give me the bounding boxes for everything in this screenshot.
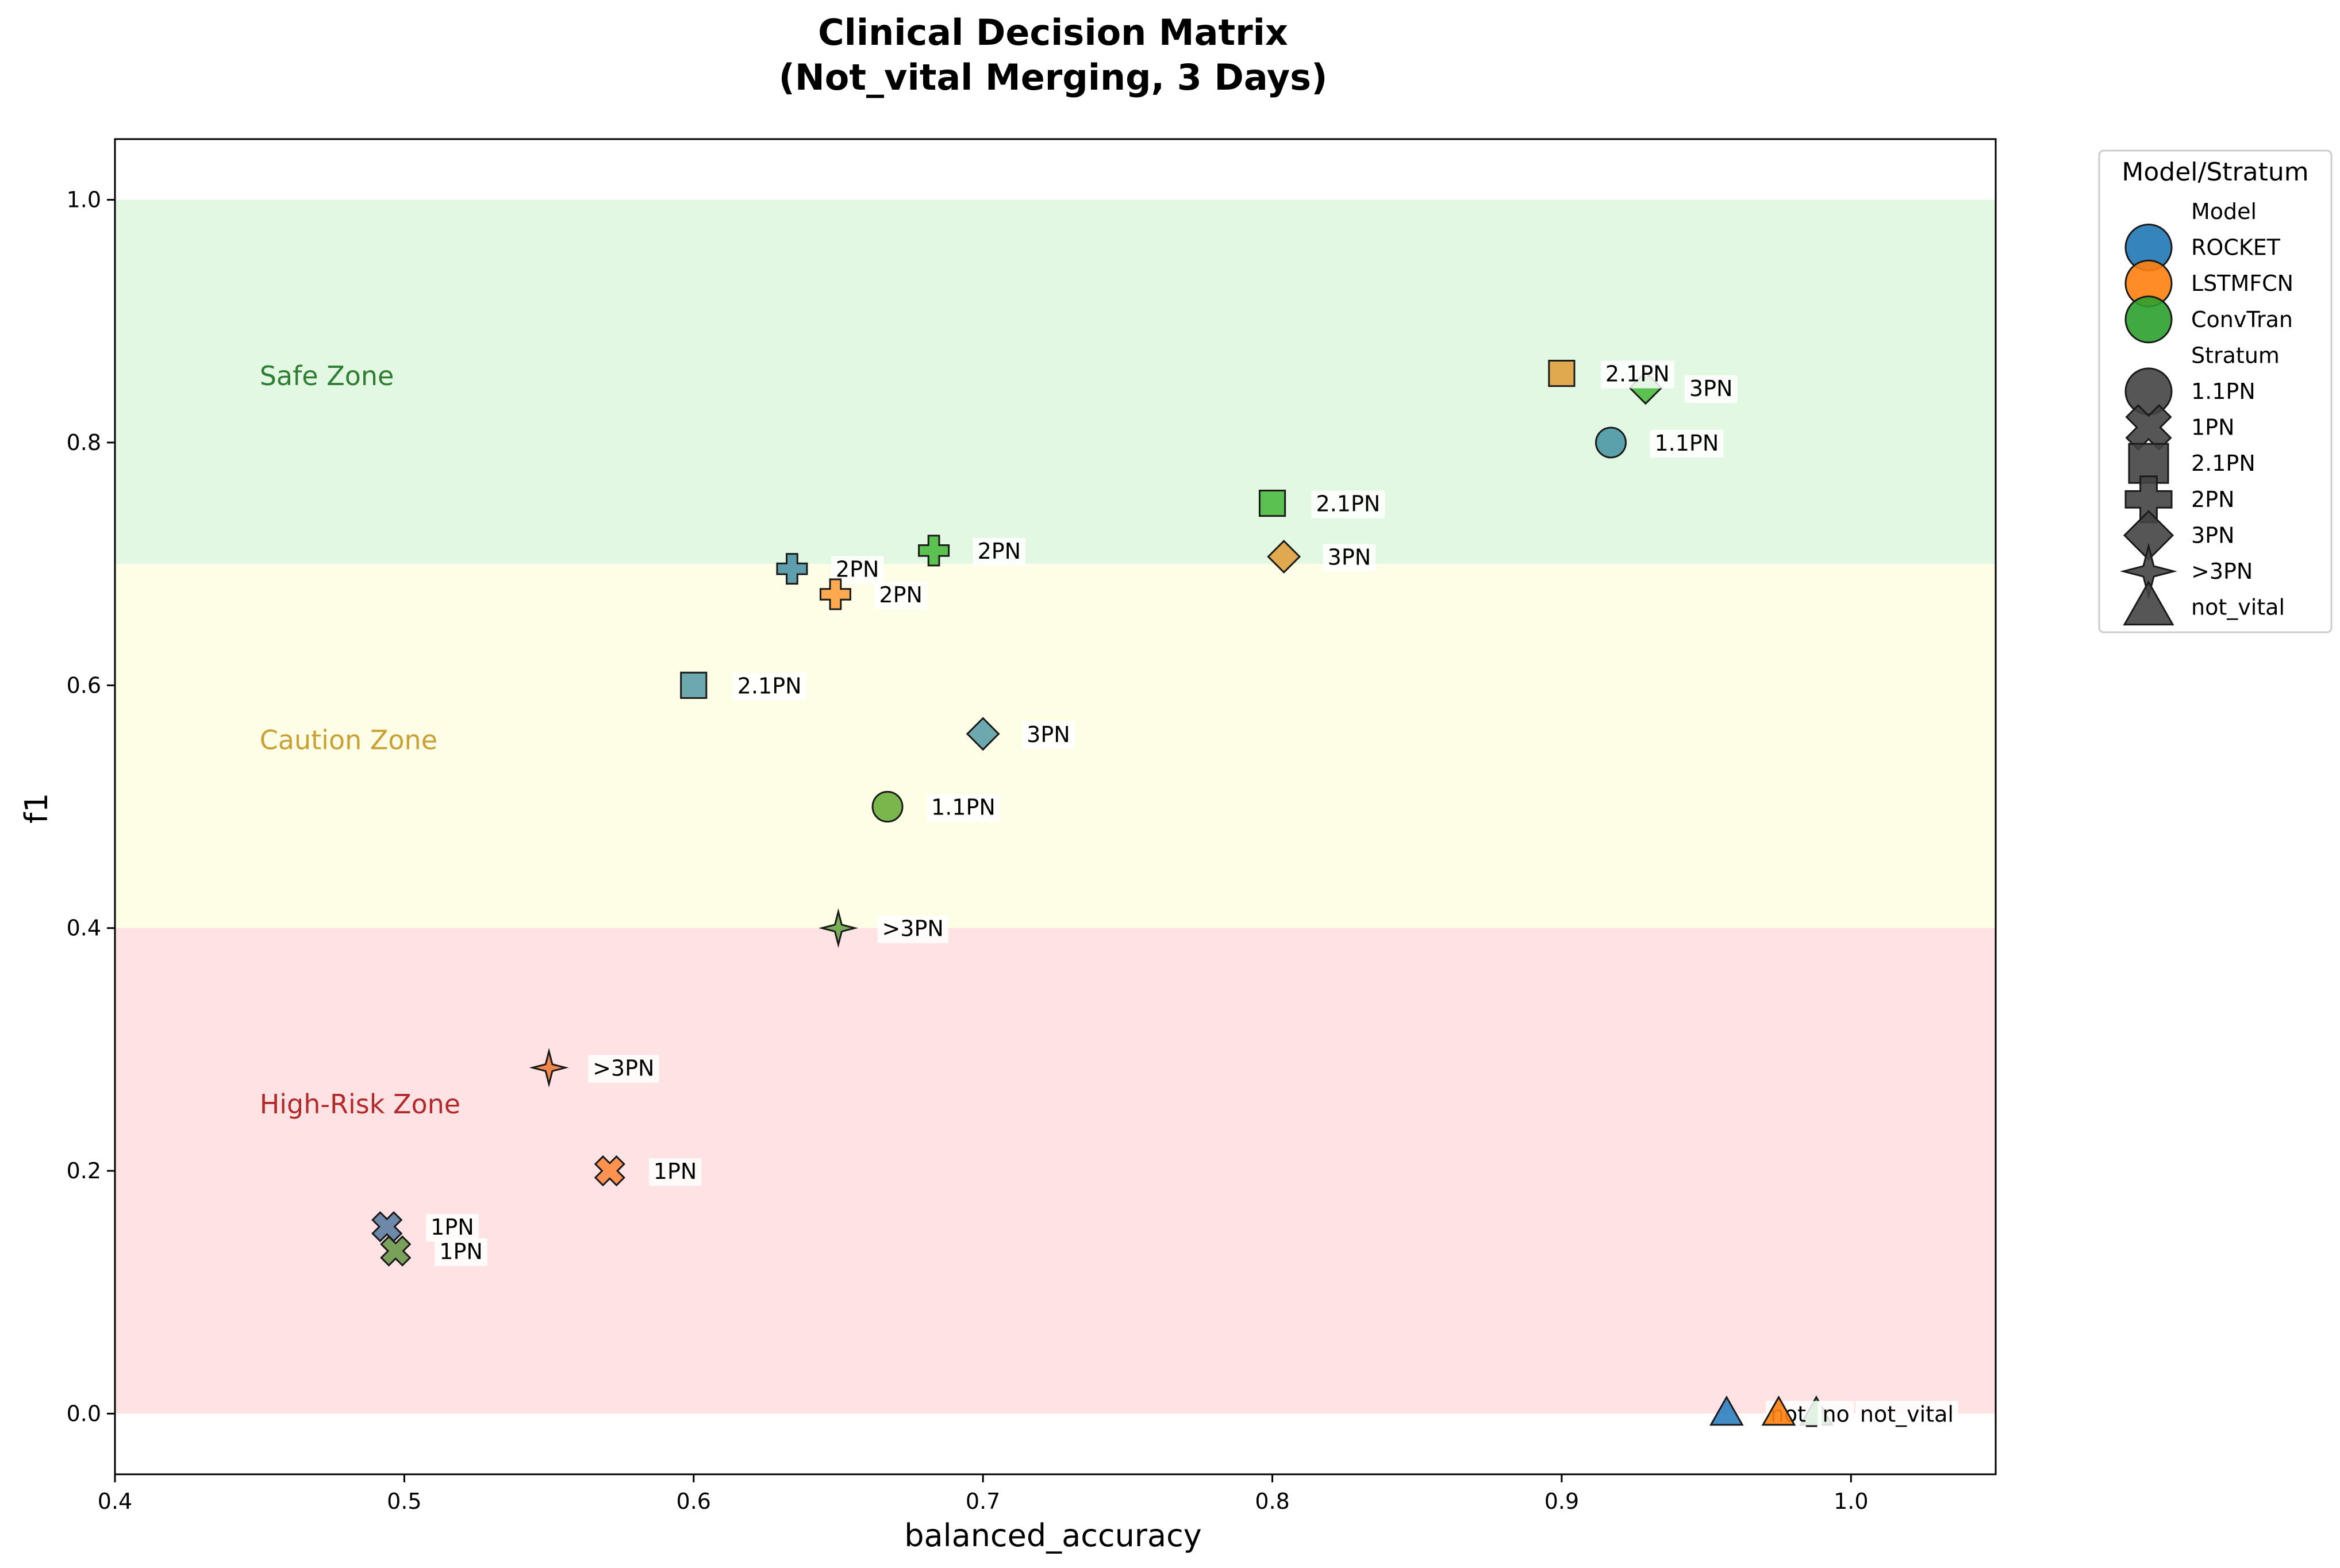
point-label-background <box>435 1238 487 1266</box>
x-axis-label: balanced_accuracy <box>904 1517 1202 1554</box>
legend-entry-label: LSTMFCN <box>2191 271 2293 296</box>
data-point <box>966 717 1000 751</box>
point-label-background <box>874 581 927 609</box>
data-point <box>871 791 904 823</box>
y-axis-label: f1 <box>18 793 55 823</box>
point-label-background <box>1684 375 1738 403</box>
point-label: 2.1PN <box>1316 491 1381 517</box>
zone-label: Caution Zone <box>260 724 437 755</box>
point-label-background <box>588 1055 659 1083</box>
x-tick-label: 0.7 <box>966 1489 1000 1514</box>
legend-entry-label: not_vital <box>2191 595 2285 620</box>
chart-subtitle: (Not_vital Merging, 3 Days) <box>779 56 1328 98</box>
y-tick-label: 1.0 <box>67 187 101 213</box>
point-label: 2.1PN <box>1605 362 1670 387</box>
data-point <box>818 908 859 948</box>
points-layer: 2.1PN 2PN 1.1PN >3PN 1PN 3PN not_vital 1.1PN 2PN… <box>371 359 1958 1429</box>
zone-label: High-Risk Zone <box>260 1089 460 1120</box>
data-point <box>529 1047 569 1088</box>
point-label: 2.1PN <box>737 673 802 698</box>
legend-entry-label: Stratum <box>2191 343 2280 368</box>
zones-layer: Safe Zone Caution Zone High-Risk Zone <box>115 199 1996 1414</box>
point-label: 2PN <box>879 582 923 608</box>
x-tick-label: 0.5 <box>387 1489 421 1514</box>
x-tick-label: 1.0 <box>1834 1489 1868 1514</box>
point-label: 2PN <box>836 557 879 582</box>
point-label: 1PN <box>439 1239 483 1264</box>
data-point <box>371 1211 403 1243</box>
legend-entry-label: 1PN <box>2191 415 2235 440</box>
point-label-background <box>1323 544 1376 572</box>
x-tick-label: 0.9 <box>1544 1489 1579 1514</box>
data-point <box>1258 489 1286 517</box>
legend-entry-label: ConvTran <box>2191 307 2293 332</box>
legend: Model/Stratum Model ROCKET LSTMFCN ConvTran S… <box>2098 149 2333 633</box>
y-tick-label: 0.8 <box>67 430 101 455</box>
point-label: 2PN <box>978 539 1021 564</box>
legend-entry-label: 3PN <box>2191 522 2235 548</box>
y-tick-label: 0.0 <box>67 1401 101 1426</box>
data-point <box>776 553 808 585</box>
data-point <box>1594 426 1627 459</box>
point-label-background <box>426 1214 479 1242</box>
point-label: 1.1PN <box>1654 431 1719 456</box>
legend-entry-label: >3PN <box>2191 559 2253 584</box>
point-label-background <box>1022 721 1075 749</box>
legend-marker <box>2124 367 2173 416</box>
zone-band-safe-zone <box>115 199 1996 564</box>
point-label-background <box>1855 1401 1958 1429</box>
y-tick-label: 0.2 <box>67 1158 101 1183</box>
data-point <box>1267 540 1301 574</box>
data-point <box>1548 359 1576 387</box>
axes-layer: 0.4 0.5 0.6 0.7 0.8 0.9 1.0 0.0 0.2 0.4 0.6 0.8 1.0 <box>67 187 1869 1514</box>
legend-entry-label: 1.1PN <box>2191 379 2256 404</box>
point-label: no <box>1822 1401 1849 1427</box>
point-label: 1PN <box>654 1159 697 1184</box>
point-label: >3PN <box>882 916 943 941</box>
legend-entry-label: 2PN <box>2191 487 2235 512</box>
data-point <box>1709 1395 1744 1426</box>
zone-band-high-risk-zone <box>115 928 1996 1414</box>
point-label: 3PN <box>1027 722 1070 747</box>
point-label: 3PN <box>1328 544 1371 570</box>
x-tick-label: 0.4 <box>98 1489 132 1514</box>
chart-title: Clinical Decision Matrix <box>818 11 1288 53</box>
point-label-background <box>927 794 1000 822</box>
zone-label: Safe Zone <box>260 360 394 391</box>
y-tick-label: 0.4 <box>67 916 101 941</box>
data-point <box>1761 1395 1796 1426</box>
point-label-background <box>732 672 806 701</box>
legend-entry-label: 2.1PN <box>2191 451 2256 476</box>
legend-entry-label: ROCKET <box>2191 235 2281 260</box>
point-label: 3PN <box>1689 376 1733 401</box>
legend-entry-label: Model <box>2191 199 2257 224</box>
plot-frame <box>114 138 1997 1475</box>
x-tick-label: 0.8 <box>1255 1489 1289 1514</box>
legend-title: Model/Stratum <box>2122 157 2308 187</box>
legend-marker <box>2124 295 2173 344</box>
point-label-background <box>877 915 948 943</box>
point-label-background <box>648 1158 702 1186</box>
point-label-background <box>1311 490 1385 518</box>
data-point <box>594 1155 625 1187</box>
data-point <box>918 535 950 567</box>
point-label: 1.1PN <box>931 795 996 820</box>
legend-marker <box>2123 580 2174 626</box>
data-point <box>680 671 708 699</box>
y-tick-label: 0.6 <box>67 672 101 698</box>
point-label: >3PN <box>593 1056 654 1081</box>
point-label-background <box>1600 360 1674 389</box>
point-label-background <box>1650 429 1724 458</box>
x-tick-label: 0.6 <box>677 1489 711 1514</box>
point-label: not_vital <box>1860 1401 1954 1427</box>
point-label-background <box>1818 1401 1854 1429</box>
data-point <box>819 578 851 610</box>
point-label-background <box>973 537 1026 566</box>
point-label: 1PN <box>431 1215 474 1240</box>
